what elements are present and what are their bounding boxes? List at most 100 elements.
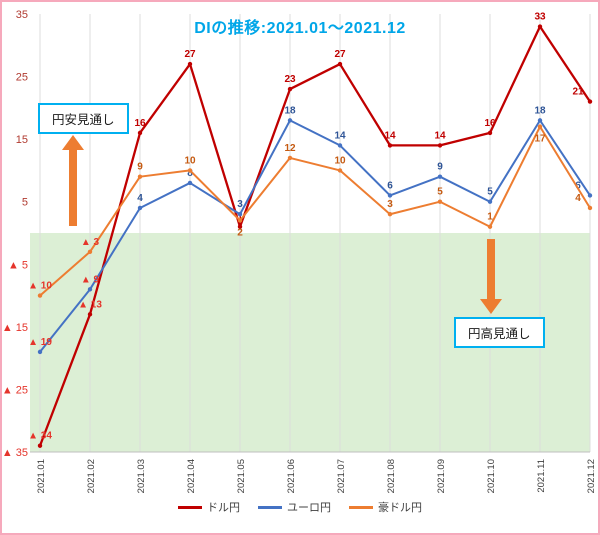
data-label: ▲ 10 — [28, 281, 52, 292]
legend-label: 豪ドル円 — [378, 502, 422, 514]
legend-swatch-audjpy-line-icon — [349, 505, 373, 509]
series-marker — [87, 249, 93, 254]
data-label: 5 — [437, 187, 443, 198]
series-marker — [487, 224, 493, 229]
series-marker — [487, 130, 493, 136]
data-label: 4 — [137, 193, 143, 204]
x-tick-label: 2021.10 — [486, 459, 497, 493]
data-label: 27 — [334, 49, 346, 60]
chart-title: DIの推移:2021.01～2021.12 — [194, 20, 406, 37]
up-arrow-head — [62, 135, 84, 150]
series-marker — [337, 168, 343, 173]
y-tick-label: 5 — [22, 197, 28, 209]
series-line-0 — [38, 25, 591, 447]
data-label: ▲ 13 — [78, 299, 102, 310]
data-label: 1 — [237, 212, 243, 223]
x-tick-label: 2021.08 — [386, 459, 397, 493]
series-marker — [387, 193, 393, 198]
legend-swatch-usdjpy-line-icon — [178, 505, 202, 509]
series-marker — [37, 349, 43, 355]
series-marker — [187, 61, 193, 67]
legend-swatch-eurjpy-line-icon — [258, 505, 282, 509]
x-tick-label: 2021.01 — [36, 459, 47, 493]
series-marker — [287, 118, 293, 123]
data-label: 10 — [184, 155, 196, 166]
series-marker — [237, 212, 243, 217]
data-label: 3 — [237, 199, 243, 210]
data-label: ▲ 34 — [28, 431, 52, 442]
data-label: 2 — [237, 227, 243, 238]
data-label: 18 — [284, 105, 296, 116]
data-label: ▲ 9 — [81, 274, 100, 285]
legend-item-eurjpy: ユーロ円 — [258, 499, 331, 515]
series-marker — [137, 130, 143, 136]
data-label: 10 — [334, 155, 346, 166]
series-marker — [487, 199, 493, 204]
x-tick-label: 2021.05 — [236, 459, 247, 493]
yen-depreciation-outlook-label: 円安見通し — [38, 103, 129, 134]
data-label: 6 — [387, 180, 393, 191]
data-label: 14 — [384, 130, 396, 141]
series-marker — [37, 293, 43, 298]
data-label: 16 — [134, 118, 146, 129]
x-tick-label: 2021.04 — [186, 459, 197, 493]
y-tick-label: 25 — [16, 72, 28, 84]
y-tick-label: ▲ 15 — [2, 322, 28, 334]
data-label: 33 — [534, 12, 546, 23]
up-arrow-icon — [62, 135, 84, 227]
data-label: 5 — [487, 187, 493, 198]
legend: ドル円 ユーロ円 豪ドル円 — [2, 499, 598, 515]
series-line-1 — [39, 119, 591, 353]
series-marker — [87, 312, 93, 317]
series-marker — [437, 174, 443, 179]
x-tick-label: 2021.03 — [136, 459, 147, 493]
x-tick-label: 2021.02 — [86, 459, 97, 493]
legend-item-audjpy: 豪ドル円 — [349, 499, 422, 515]
data-label: 3 — [387, 199, 393, 210]
data-label: 9 — [437, 162, 443, 173]
data-label: 8 — [187, 168, 193, 179]
series-marker — [537, 118, 543, 123]
down-arrow-head — [480, 299, 502, 314]
x-tick-label: 2021.07 — [336, 459, 347, 493]
series-marker — [537, 24, 543, 29]
series-marker — [437, 143, 443, 148]
legend-label: ユーロ円 — [287, 502, 331, 514]
series-marker — [337, 143, 343, 148]
series-marker — [437, 199, 443, 204]
data-label: 9 — [137, 162, 143, 173]
data-label: ▲ 3 — [81, 237, 100, 248]
series-marker — [287, 86, 293, 92]
yen-appreciation-outlook-label: 円高見通し — [454, 317, 545, 348]
series-marker — [37, 443, 43, 448]
data-label: 1 — [487, 212, 493, 223]
data-label: 27 — [184, 49, 196, 60]
x-tick-label: 2021.11 — [536, 459, 547, 493]
series-marker — [587, 193, 593, 198]
series-marker — [187, 180, 193, 186]
down-arrow-shaft — [487, 239, 495, 300]
series-marker — [337, 61, 343, 67]
x-tick-label: 2021.12 — [586, 459, 597, 493]
data-label: 18 — [534, 105, 546, 116]
series-marker — [187, 168, 193, 173]
series-marker — [537, 124, 543, 129]
series-line-2 — [39, 125, 591, 297]
series-marker — [387, 143, 393, 148]
y-tick-label: ▲ 25 — [2, 384, 28, 396]
data-label: 12 — [284, 143, 296, 154]
x-tick-label: 2021.06 — [286, 459, 297, 493]
data-label: 14 — [434, 130, 446, 141]
legend-item-usdjpy: ドル円 — [178, 499, 240, 515]
data-label: 16 — [484, 118, 496, 129]
x-tick-label: 2021.09 — [436, 459, 447, 493]
down-arrow-icon — [480, 239, 502, 315]
series-marker — [587, 99, 593, 104]
series-marker — [387, 212, 393, 217]
legend-label: ドル円 — [207, 502, 240, 514]
data-label: 23 — [284, 74, 296, 85]
series-marker — [237, 218, 243, 223]
series-marker — [137, 174, 143, 179]
